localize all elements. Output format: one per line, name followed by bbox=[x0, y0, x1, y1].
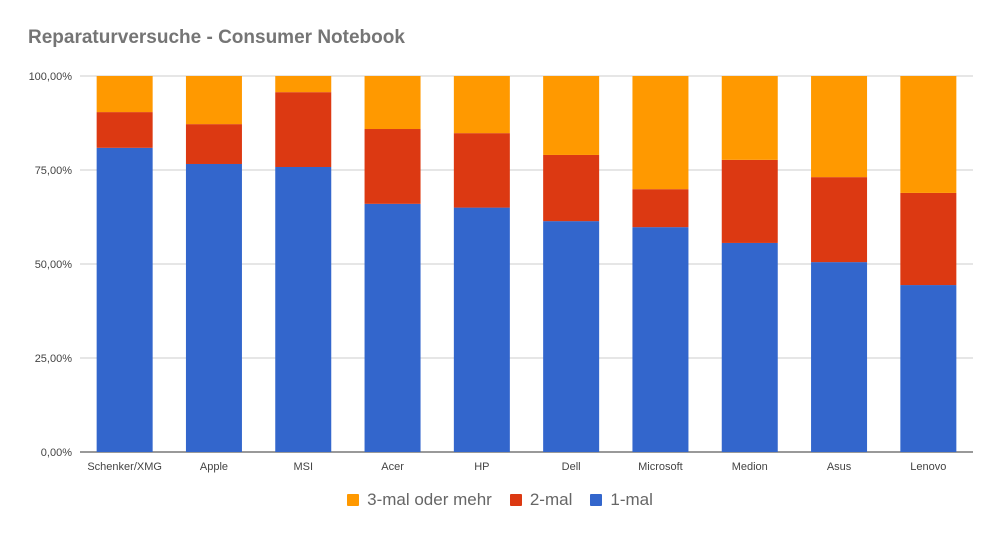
legend-item: 3-mal oder mehr bbox=[347, 490, 492, 510]
legend-label: 1-mal bbox=[610, 490, 653, 509]
x-tick-label: Schenker/XMG bbox=[87, 461, 162, 473]
legend-item: 1-mal bbox=[590, 490, 653, 510]
bar-segment-1-mal bbox=[721, 242, 778, 452]
y-tick-label: 100,00% bbox=[29, 71, 73, 83]
bar-segment-2-mal bbox=[900, 192, 957, 286]
legend: 3-mal oder mehr 2-mal 1-mal bbox=[0, 490, 1000, 510]
bar-segment-3-mal-oder-mehr bbox=[364, 76, 421, 130]
bar-segment-3-mal-oder-mehr bbox=[632, 76, 689, 190]
legend-swatch bbox=[590, 494, 603, 506]
bar-segment-2-mal bbox=[185, 124, 242, 164]
bar-segment-2-mal bbox=[543, 154, 600, 222]
x-tick-label: Dell bbox=[562, 461, 581, 473]
bar-segment-2-mal bbox=[811, 177, 868, 263]
bar-segment-2-mal bbox=[453, 133, 510, 208]
bar-segment-2-mal bbox=[632, 189, 689, 228]
bar-segment-3-mal-oder-mehr bbox=[185, 76, 242, 125]
bar-segment-3-mal-oder-mehr bbox=[811, 76, 868, 178]
legend-swatch bbox=[347, 494, 360, 506]
x-tick-label: Microsoft bbox=[638, 461, 683, 473]
bar-segment-1-mal bbox=[811, 262, 868, 452]
x-tick-label: Medion bbox=[732, 461, 768, 473]
bar-segment-1-mal bbox=[275, 166, 332, 452]
bar-segment-1-mal bbox=[632, 227, 689, 452]
bar-segment-3-mal-oder-mehr bbox=[96, 76, 153, 113]
bar-segment-3-mal-oder-mehr bbox=[900, 76, 957, 193]
x-tick-label: Apple bbox=[200, 461, 228, 473]
bar-segment-2-mal bbox=[364, 129, 421, 204]
bar-segment-2-mal bbox=[96, 112, 153, 148]
y-tick-label: 50,00% bbox=[35, 259, 73, 271]
bar-segment-1-mal bbox=[185, 163, 242, 452]
x-tick-label: Acer bbox=[381, 461, 404, 473]
x-tick-label: MSI bbox=[293, 461, 313, 473]
bar-segment-1-mal bbox=[543, 221, 600, 452]
y-tick-label: 25,00% bbox=[35, 353, 73, 365]
legend-label: 2-mal bbox=[529, 490, 573, 509]
bar-segment-3-mal-oder-mehr bbox=[543, 76, 600, 155]
bar-segment-2-mal bbox=[275, 92, 332, 167]
bar-segment-2-mal bbox=[721, 159, 778, 243]
chart-title: Reparaturversuche - Consumer Notebook bbox=[28, 27, 405, 48]
bar-segment-1-mal bbox=[900, 285, 957, 452]
bar-segment-3-mal-oder-mehr bbox=[721, 76, 778, 160]
x-tick-label: Asus bbox=[827, 461, 852, 473]
legend-item: 2-mal bbox=[509, 490, 573, 510]
x-tick-label: HP bbox=[474, 461, 489, 473]
y-tick-label: 0,00% bbox=[41, 447, 72, 459]
y-tick-label: 75,00% bbox=[35, 165, 73, 177]
bar-segment-3-mal-oder-mehr bbox=[453, 76, 510, 134]
legend-label: 3-mal oder mehr bbox=[367, 490, 492, 509]
bar-segment-1-mal bbox=[453, 207, 510, 452]
bar-segment-3-mal-oder-mehr bbox=[275, 76, 332, 93]
bar-segment-1-mal bbox=[96, 147, 153, 453]
bar-segment-1-mal bbox=[364, 203, 421, 452]
x-tick-label: Lenovo bbox=[910, 461, 946, 473]
legend-swatch bbox=[509, 494, 522, 506]
